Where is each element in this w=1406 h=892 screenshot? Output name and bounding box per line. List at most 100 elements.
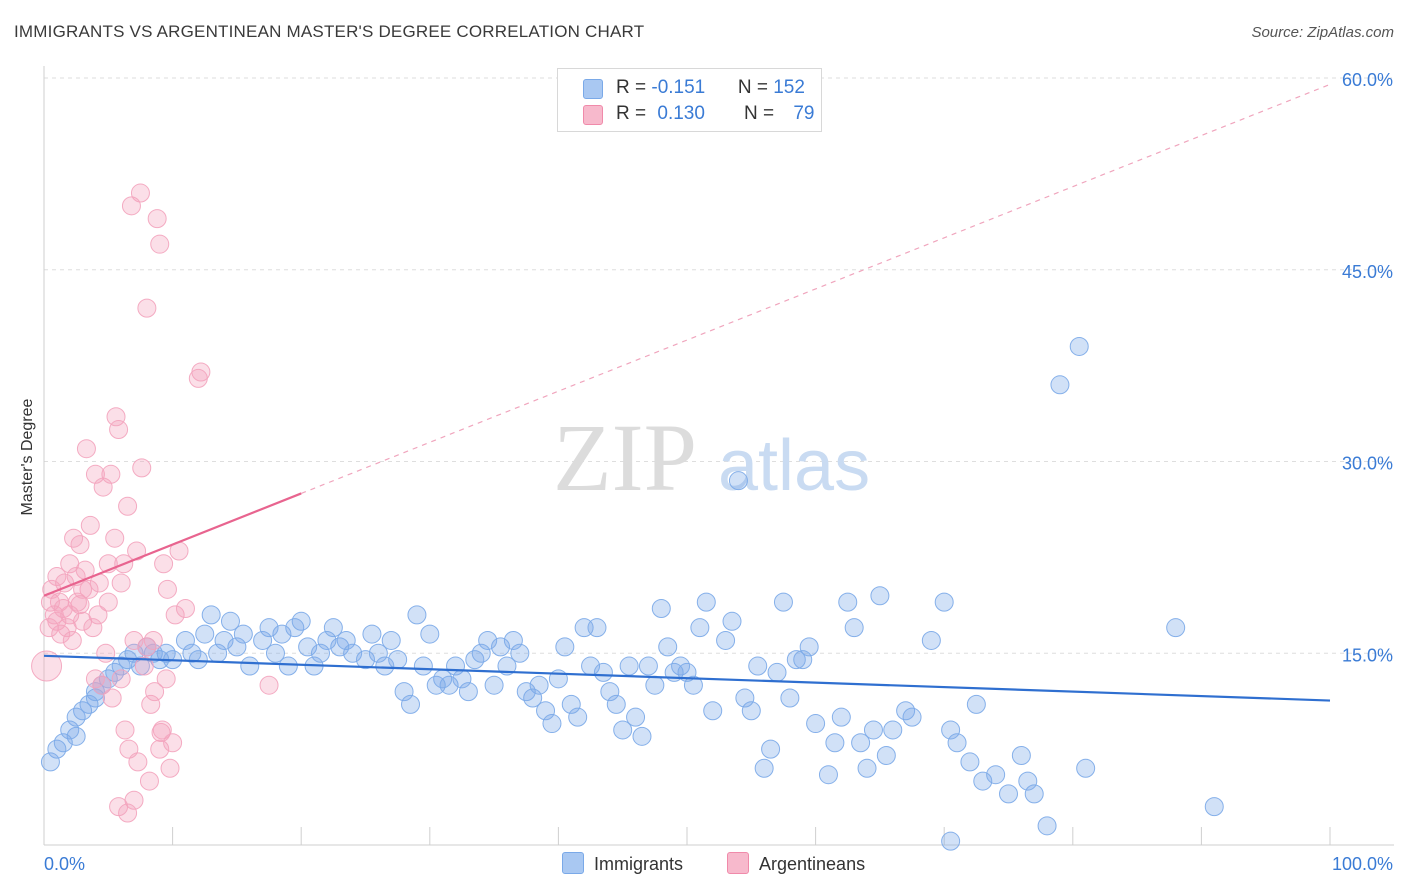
point-immigrants — [806, 714, 826, 734]
point-immigrants — [420, 624, 440, 644]
point-immigrants — [401, 694, 421, 714]
point-argentineans — [98, 592, 118, 612]
point-immigrants — [619, 656, 639, 676]
legend-label: Immigrants — [594, 854, 684, 874]
point-immigrants — [536, 701, 556, 721]
point-immigrants — [175, 630, 195, 650]
point-immigrants — [606, 694, 626, 714]
point-immigrants — [986, 765, 1006, 785]
point-immigrants — [658, 637, 678, 657]
trend-line-immigrants — [43, 654, 1331, 702]
source-label: Source: ZipAtlas.com — [1251, 24, 1394, 41]
series-legend: Immigrants Argentineans — [0, 852, 1406, 876]
point-argentineans — [92, 675, 112, 695]
point-immigrants — [413, 656, 433, 676]
point-immigrants — [626, 707, 646, 727]
point-argentineans — [128, 752, 148, 772]
point-immigrants — [561, 694, 581, 714]
legend-item-argentineans[interactable]: Argentineans — [727, 852, 865, 875]
point-immigrants — [921, 630, 941, 650]
stats-legend: R = -0.151 N = 152 R = 0.130 N = 79 — [557, 68, 822, 132]
point-immigrants — [291, 611, 311, 631]
point-immigrants — [188, 650, 208, 670]
point-immigrants — [613, 720, 633, 740]
point-immigrants — [458, 682, 478, 702]
point-immigrants — [40, 752, 60, 772]
point-immigrants — [362, 624, 382, 644]
point-immigrants — [761, 739, 781, 759]
point-immigrants — [471, 643, 491, 663]
n-label: N = — [743, 103, 780, 124]
point-argentineans — [175, 599, 195, 619]
point-immigrants — [690, 618, 710, 638]
point-argentineans — [147, 209, 167, 229]
point-immigrants — [632, 726, 652, 746]
point-immigrants — [529, 675, 549, 695]
point-immigrants — [1024, 784, 1044, 804]
point-immigrants — [1076, 758, 1096, 778]
point-immigrants — [381, 630, 401, 650]
point-immigrants — [767, 662, 787, 682]
point-argentineans — [154, 554, 174, 574]
legend-label: Argentineans — [759, 854, 866, 874]
point-argentineans — [83, 618, 103, 638]
point-immigrants — [310, 643, 330, 663]
point-immigrants — [934, 592, 954, 612]
point-argentineans — [102, 688, 122, 708]
point-argentineans — [157, 579, 177, 599]
point-argentineans — [191, 362, 211, 382]
r-value: -0.151 — [651, 77, 706, 98]
point-immigrants — [368, 643, 388, 663]
point-immigrants — [651, 599, 671, 619]
trend-lines — [43, 83, 1331, 702]
point-immigrants — [857, 758, 877, 778]
point-immigrants — [947, 733, 967, 753]
point-argentineans — [111, 669, 131, 689]
point-immigrants — [696, 592, 716, 612]
point-immigrants — [793, 650, 813, 670]
point-argentineans — [106, 407, 126, 427]
point-immigrants — [555, 637, 575, 657]
x-tick-label: 0.0% — [44, 854, 85, 874]
point-argentineans — [150, 234, 170, 254]
legend-item-immigrants[interactable]: Immigrants — [562, 852, 683, 875]
point-immigrants — [523, 688, 543, 708]
point-immigrants — [844, 618, 864, 638]
point-argentineans — [118, 496, 138, 516]
point-argentineans — [80, 515, 100, 535]
x-tick-label: 100.0% — [1332, 854, 1393, 874]
point-immigrants — [568, 707, 588, 727]
point-argentineans — [70, 595, 90, 615]
point-argentineans — [143, 630, 163, 650]
point-argentineans — [160, 758, 180, 778]
point-immigrants — [233, 624, 253, 644]
point-argentineans — [145, 682, 165, 702]
point-immigrants — [941, 720, 961, 740]
point-immigrants — [195, 624, 215, 644]
y-tick-label: 30.0% — [1342, 454, 1393, 474]
gridlines — [44, 77, 1394, 654]
point-immigrants — [818, 765, 838, 785]
point-immigrants — [754, 758, 774, 778]
y-tick-label: 15.0% — [1342, 645, 1393, 665]
point-immigrants — [201, 605, 221, 625]
argentineans-swatch — [583, 105, 603, 125]
data-points — [31, 183, 1224, 851]
point-immigrants — [941, 831, 961, 851]
point-immigrants — [773, 592, 793, 612]
point-immigrants — [587, 618, 607, 638]
point-argentineans — [132, 458, 152, 478]
point-argentineans — [115, 720, 135, 740]
point-immigrants — [863, 720, 883, 740]
y-tick-label: 60.0% — [1342, 70, 1393, 90]
point-argentineans — [259, 675, 279, 695]
tick-labels: 15.0% 30.0% 45.0% 60.0% 0.0% 100.0% — [44, 70, 1393, 874]
point-immigrants — [240, 656, 260, 676]
point-immigrants — [716, 630, 736, 650]
point-immigrants — [638, 656, 658, 676]
point-immigrants — [388, 650, 408, 670]
point-immigrants — [722, 611, 742, 631]
point-argentineans — [31, 650, 63, 682]
watermark-atlas: atlas — [718, 426, 870, 506]
chart-title: IMMIGRANTS VS ARGENTINEAN MASTER'S DEGRE… — [14, 22, 645, 41]
